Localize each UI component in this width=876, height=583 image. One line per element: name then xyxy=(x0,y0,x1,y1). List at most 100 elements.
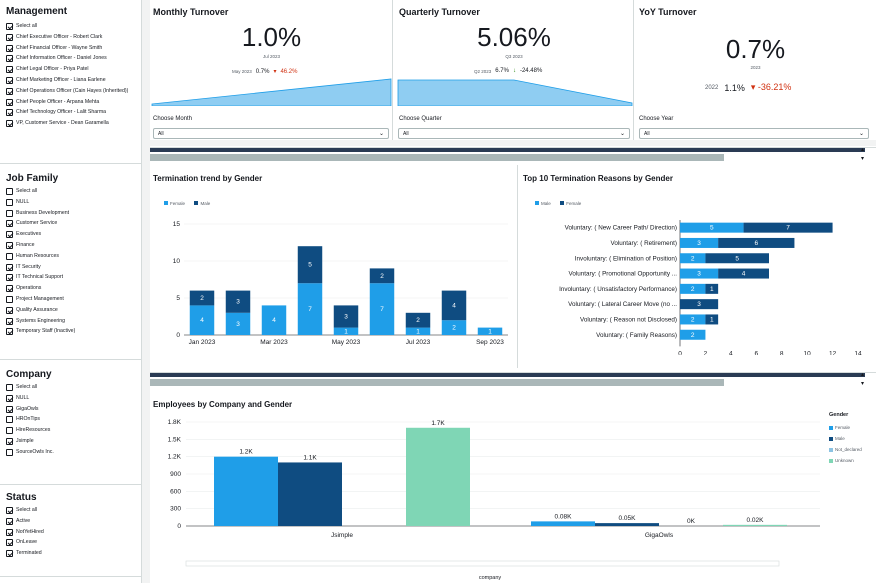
checkbox-checked-icon[interactable] xyxy=(6,550,13,558)
filter-option[interactable]: Select all xyxy=(6,188,138,195)
checkbox-checked-icon[interactable] xyxy=(6,33,13,41)
filter-option[interactable]: Chief Operations Officer (Cain Hayes (In… xyxy=(6,87,138,95)
data-label: 1.7K xyxy=(431,420,445,427)
checkbox-unchecked-icon[interactable] xyxy=(6,252,13,260)
filter-option[interactable]: OnLeave xyxy=(6,539,138,547)
filter-option[interactable]: NotYetHired xyxy=(6,528,138,536)
filter-option[interactable]: Temporary Staff (Inactive) xyxy=(6,328,138,336)
checkbox-checked-icon[interactable] xyxy=(6,87,13,95)
legend-female: Female xyxy=(829,425,874,430)
filter-option[interactable]: Project Management xyxy=(6,295,138,303)
filter-option[interactable]: Executives xyxy=(6,231,138,239)
filter-option[interactable]: Chief Legal Officer - Priya Patel xyxy=(6,66,138,74)
filter-option[interactable]: IT Technical Support xyxy=(6,274,138,282)
checkbox-checked-icon[interactable] xyxy=(6,274,13,282)
filter-option[interactable]: VP, Customer Service - Dean Garamella xyxy=(6,120,138,128)
checkbox-checked-icon[interactable] xyxy=(6,285,13,293)
filter-option[interactable]: HireResources xyxy=(6,427,138,435)
checkbox-unchecked-icon[interactable] xyxy=(6,198,13,206)
checkbox-checked-icon[interactable] xyxy=(6,405,13,413)
filter-option[interactable]: Customer Service xyxy=(6,220,138,228)
filter-option[interactable]: HROnTips xyxy=(6,416,138,424)
legend-title: Gender xyxy=(829,412,849,418)
filter-option-label: GigaOwls xyxy=(16,405,39,412)
filter-option[interactable]: Human Resources xyxy=(6,252,138,260)
monthly-change: 46.2% xyxy=(280,68,298,75)
scrollbar-thumb[interactable] xyxy=(150,154,724,161)
y-tick-label: 5 xyxy=(176,295,180,302)
bar-female xyxy=(680,314,706,325)
checkbox-checked-icon[interactable] xyxy=(6,220,13,228)
checkbox-checked-icon[interactable] xyxy=(6,120,13,128)
checkbox-checked-icon[interactable] xyxy=(6,517,13,525)
x-tick-label: 4 xyxy=(729,350,733,355)
checkbox-checked-icon[interactable] xyxy=(6,241,13,249)
checkbox-unchecked-icon[interactable] xyxy=(6,209,13,217)
filter-option[interactable]: Systems Engineering xyxy=(6,317,138,325)
bar-female xyxy=(680,268,719,279)
filter-option[interactable]: Quality Assurance xyxy=(6,306,138,314)
filter-option[interactable]: Chief Marketing Officer - Liana Earlene xyxy=(6,76,138,84)
filter-option[interactable]: Operations xyxy=(6,285,138,293)
checkbox-unchecked-icon[interactable] xyxy=(6,384,13,391)
checkbox-checked-icon[interactable] xyxy=(6,231,13,239)
checkbox-unchecked-icon[interactable] xyxy=(6,427,13,435)
filter-option[interactable]: IT Security xyxy=(6,263,138,271)
bar-female xyxy=(333,327,359,335)
scroll-down-icon[interactable]: ▾ xyxy=(861,381,865,387)
horizontal-scrollbar[interactable]: ▴ ▾ xyxy=(150,372,876,388)
filter-option[interactable]: Terminated xyxy=(6,550,138,558)
filter-option[interactable]: Select all xyxy=(6,507,138,514)
quarter-dropdown[interactable]: All ⌄ xyxy=(398,128,630,139)
filter-option[interactable]: Business Development xyxy=(6,209,138,217)
filter-option[interactable]: Chief Technology Officer - Lalit Sharma xyxy=(6,109,138,117)
filter-option[interactable]: NULL xyxy=(6,198,138,206)
checkbox-checked-icon[interactable] xyxy=(6,109,13,117)
checkbox-checked-icon[interactable] xyxy=(6,23,13,30)
checkbox-checked-icon[interactable] xyxy=(6,55,13,63)
checkbox-checked-icon[interactable] xyxy=(6,507,13,514)
employees-by-company-title: Employees by Company and Gender xyxy=(153,400,293,409)
bar-female xyxy=(441,320,467,335)
checkbox-checked-icon[interactable] xyxy=(6,306,13,314)
month-dropdown[interactable]: All ⌄ xyxy=(153,128,389,139)
checkbox-unchecked-icon[interactable] xyxy=(6,295,13,303)
data-label: 4 xyxy=(742,271,746,278)
year-dropdown[interactable]: All ⌄ xyxy=(639,128,869,139)
filter-option[interactable]: Select all xyxy=(6,23,138,30)
checkbox-checked-icon[interactable] xyxy=(6,98,13,106)
filter-option[interactable]: Active xyxy=(6,517,138,525)
filter-option[interactable]: Chief Executive Officer - Robert Clark xyxy=(6,33,138,41)
checkbox-checked-icon[interactable] xyxy=(6,66,13,74)
filter-option[interactable]: NULL xyxy=(6,394,138,402)
filter-option-label: Select all xyxy=(16,188,38,194)
checkbox-checked-icon[interactable] xyxy=(6,76,13,84)
filter-option[interactable]: Chief Information Officer - Daniel Jones xyxy=(6,55,138,63)
checkbox-checked-icon[interactable] xyxy=(6,44,13,52)
filter-option[interactable]: SourceOwls Inc. xyxy=(6,448,138,456)
filter-option[interactable]: Select all xyxy=(6,384,138,391)
checkbox-checked-icon[interactable] xyxy=(6,263,13,271)
scroll-up-icon[interactable]: ▴ xyxy=(861,147,865,153)
filter-option[interactable]: GigaOwls xyxy=(6,405,138,413)
legend-label: Not_declared xyxy=(835,447,862,452)
horizontal-scrollbar[interactable]: ▴ ▾ xyxy=(150,147,876,163)
scroll-up-icon[interactable]: ▴ xyxy=(861,372,865,378)
scroll-down-icon[interactable]: ▾ xyxy=(861,156,865,162)
filter-option[interactable]: Chief People Officer - Arpana Mehta xyxy=(6,98,138,106)
checkbox-checked-icon[interactable] xyxy=(6,437,13,445)
filter-option[interactable]: Finance xyxy=(6,241,138,249)
filter-option[interactable]: Chief Financial Officer - Wayne Smith xyxy=(6,44,138,52)
scrollbar-thumb[interactable] xyxy=(150,379,724,386)
checkbox-unchecked-icon[interactable] xyxy=(6,188,13,195)
checkbox-checked-icon[interactable] xyxy=(6,394,13,402)
checkbox-checked-icon[interactable] xyxy=(6,528,13,536)
bar-female xyxy=(680,253,706,264)
x-tick-label: 12 xyxy=(829,350,837,355)
checkbox-unchecked-icon[interactable] xyxy=(6,416,13,424)
checkbox-checked-icon[interactable] xyxy=(6,539,13,547)
checkbox-checked-icon[interactable] xyxy=(6,317,13,325)
filter-option[interactable]: Jsimple xyxy=(6,437,138,445)
checkbox-unchecked-icon[interactable] xyxy=(6,448,13,456)
checkbox-checked-icon[interactable] xyxy=(6,328,13,336)
